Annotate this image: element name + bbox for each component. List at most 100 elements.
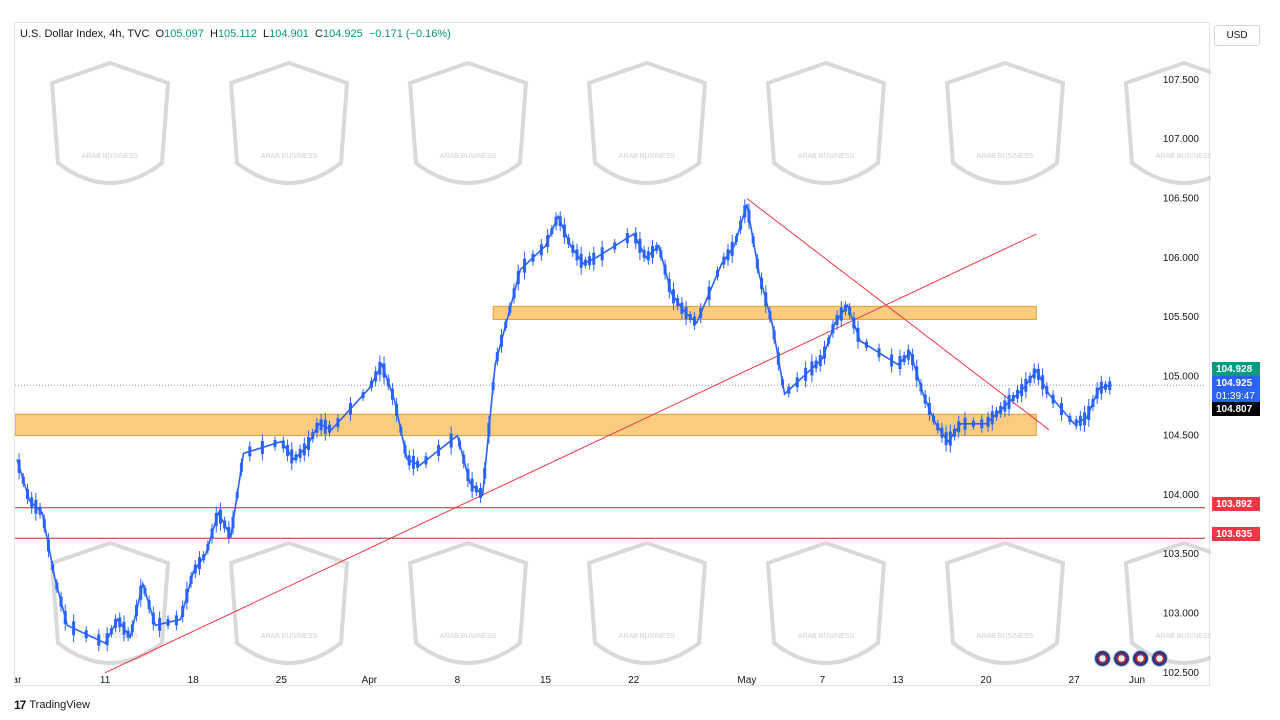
candle-body — [877, 348, 881, 358]
candle-body — [613, 242, 617, 250]
candle-body — [516, 271, 520, 285]
us-flag-icon[interactable] — [1113, 650, 1130, 667]
currency-button[interactable]: USD — [1214, 25, 1260, 46]
candle-body — [856, 327, 860, 342]
candle-body — [181, 606, 185, 618]
candle-body — [462, 454, 466, 464]
candle-body — [592, 252, 596, 265]
candle-body — [772, 330, 776, 340]
candle-body — [646, 251, 650, 261]
watermark-shield-icon — [765, 540, 887, 665]
price-tag-support-1: 103.892 — [1212, 497, 1260, 511]
candle-body — [625, 233, 629, 244]
us-flag-icon[interactable] — [1151, 650, 1168, 667]
candle-body — [298, 448, 302, 458]
y-axis-tick: 106.000 — [1163, 253, 1200, 264]
candle-body — [722, 256, 726, 265]
tradingview-label: TradingView — [29, 699, 90, 711]
candle-body — [105, 633, 109, 646]
candle-body — [378, 361, 382, 375]
x-axis-tick: 20 — [980, 675, 992, 686]
candle-body — [248, 446, 252, 457]
price-chart[interactable]: ARAB BUSINESS ARAB BUSINESS ARAB BUSINESS A… — [15, 23, 1211, 687]
candle-body — [999, 405, 1003, 414]
candle-body — [642, 249, 646, 258]
candle-body — [932, 415, 936, 422]
x-axis-tick: 18 — [188, 675, 200, 686]
economic-events[interactable] — [1094, 650, 1168, 667]
candle-body — [567, 237, 571, 245]
candle-body — [680, 302, 684, 314]
candle-body — [42, 519, 46, 529]
trendline — [746, 198, 1050, 431]
x-axis-tick: 11 — [100, 675, 111, 686]
legend-high-label: H — [209, 28, 218, 40]
candle-body — [214, 513, 218, 527]
watermark-text: ARAB BUSINESS — [82, 153, 139, 160]
candle-body — [707, 286, 711, 300]
candle-body — [151, 612, 155, 625]
candle-body — [843, 304, 847, 312]
candle-body — [1087, 405, 1091, 420]
candle-body — [575, 249, 579, 261]
candle-body — [499, 334, 503, 347]
candle-body — [361, 392, 365, 399]
watermark-text: ARAB BUSINESS — [619, 633, 676, 640]
candle-body — [1068, 415, 1072, 422]
x-axis-tick: 15 — [540, 675, 552, 686]
candle-body — [227, 526, 231, 538]
candle-body — [804, 367, 808, 381]
candle-body — [667, 278, 671, 292]
candle-body — [539, 244, 543, 256]
candle-body — [319, 419, 323, 431]
watermark-shield-icon — [49, 540, 171, 665]
candle-body — [135, 605, 139, 617]
candle-body — [919, 383, 923, 392]
candle-body — [953, 428, 957, 437]
candle-body — [699, 308, 703, 319]
watermark-shield-icon — [1123, 60, 1211, 185]
resistance-zone — [15, 413, 1037, 437]
us-flag-icon[interactable] — [1132, 650, 1149, 667]
tradingview-logo[interactable]: 17 TradingView — [14, 698, 90, 712]
candle-body — [449, 433, 453, 448]
watermark-shield-icon — [765, 60, 887, 185]
candle-body — [1045, 386, 1049, 395]
watermark-text: ARAB BUSINESS — [1156, 153, 1211, 160]
chart-legend: U.S. Dollar Index, 4h, TVC O105.097 H105… — [20, 28, 451, 40]
candle-body — [46, 539, 50, 552]
candle-body — [1099, 381, 1103, 394]
watermark-text: ARAB BUSINESS — [619, 153, 676, 160]
candle-body — [848, 307, 852, 316]
watermark-text: ARAB BUSINESS — [440, 153, 497, 160]
candle-body — [458, 440, 462, 447]
candle-body — [139, 585, 143, 600]
chart-frame[interactable]: ARAB BUSINESS ARAB BUSINESS ARAB BUSINESS A… — [14, 22, 1211, 687]
candle-body — [864, 341, 868, 348]
candle-body — [328, 424, 332, 433]
x-axis-tick: Apr — [362, 675, 378, 686]
us-flag-icon[interactable] — [1094, 650, 1111, 667]
candle-body — [827, 337, 831, 344]
candle-body — [84, 630, 88, 639]
x-axis-tick: 7 — [820, 675, 826, 686]
legend-high: 105.112 — [217, 28, 257, 40]
legend-symbol: U.S. Dollar Index, 4h, TVC — [20, 28, 150, 40]
candle-body — [395, 403, 399, 416]
y-axis-tick: 104.000 — [1163, 490, 1200, 501]
watermark-text: ARAB BUSINESS — [440, 633, 497, 640]
candle-body — [651, 245, 655, 258]
candle-body — [1028, 375, 1032, 383]
candle-body — [818, 355, 822, 367]
candle-body — [147, 600, 151, 610]
x-axis-tick: May — [737, 675, 756, 686]
watermark-text: ARAB BUSINESS — [798, 633, 855, 640]
watermark-shield-icon — [586, 540, 708, 665]
candle-body — [479, 487, 483, 498]
candle-body — [751, 236, 755, 244]
candle-body — [336, 418, 340, 428]
candle-body — [1015, 389, 1019, 399]
candle-body — [971, 420, 975, 427]
candle-body — [512, 288, 516, 299]
candle-body — [726, 249, 730, 261]
